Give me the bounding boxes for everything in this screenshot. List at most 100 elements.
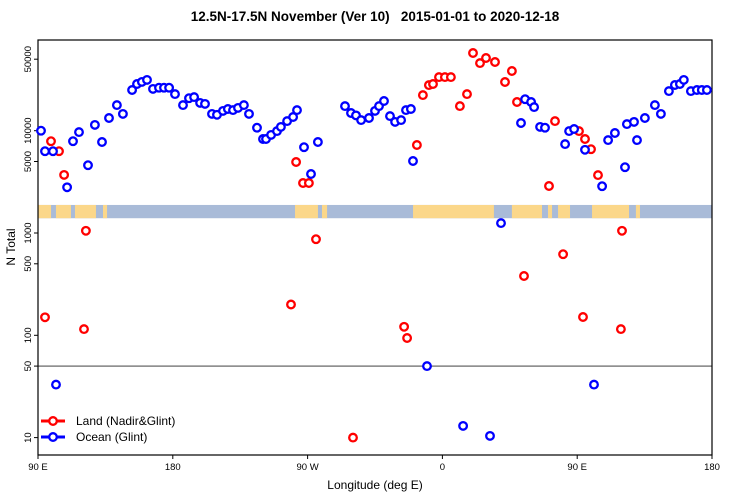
y-tick-label: 1000 — [23, 222, 34, 243]
data-point-ocean — [288, 112, 299, 122]
y-tick-label: 50000 — [23, 46, 34, 72]
data-point-ocean — [458, 420, 469, 431]
data-point-ocean — [569, 124, 580, 134]
data-point-ocean — [356, 115, 367, 126]
data-point-land — [348, 432, 358, 443]
data-point-land — [411, 140, 422, 150]
data-point-ocean — [597, 181, 608, 192]
data-point-land — [558, 249, 569, 260]
data-point-land — [291, 157, 302, 167]
y-tick-label: 500 — [23, 256, 34, 272]
map-strip-land — [55, 204, 71, 219]
data-point-ocean — [74, 127, 84, 138]
data-point-land — [462, 89, 472, 100]
plot-border — [37, 39, 713, 456]
data-point-land — [445, 72, 456, 83]
data-point-ocean — [701, 85, 712, 95]
data-point-ocean — [663, 86, 674, 97]
data-point-ocean — [422, 361, 432, 372]
data-point-land — [550, 116, 560, 127]
x-tick-label: 180 — [165, 462, 181, 473]
data-point-ocean — [111, 100, 122, 111]
y-tick-label: 50 — [23, 361, 34, 372]
data-point-land — [468, 48, 478, 58]
map-strip-land — [295, 204, 318, 219]
data-point-ocean — [48, 146, 58, 157]
map-strip-land — [511, 204, 543, 219]
data-point-ocean — [405, 104, 416, 114]
data-point-land — [46, 136, 56, 147]
data-point-land — [79, 324, 89, 335]
data-point-land — [59, 169, 70, 180]
map-strip-land — [413, 204, 494, 219]
data-point-ocean — [560, 139, 571, 150]
data-point-ocean — [178, 100, 188, 111]
data-point-ocean — [142, 74, 152, 85]
data-point-ocean — [62, 182, 73, 193]
data-point-ocean — [51, 379, 61, 390]
data-point-land — [286, 299, 296, 310]
legend-label-ocean: Ocean (Glint) — [76, 430, 147, 444]
legend-marker-ocean — [48, 432, 58, 442]
map-strip-land — [592, 204, 630, 219]
data-point-ocean — [385, 111, 395, 122]
x-axis-title: Longitude (deg E) — [327, 478, 423, 492]
data-point-land — [580, 134, 590, 144]
map-strip-land — [547, 204, 553, 219]
data-point-land — [490, 57, 500, 67]
data-point-ocean — [36, 125, 46, 136]
data-point-land — [303, 178, 314, 188]
x-tick-label: 90 E — [567, 462, 587, 473]
data-point-land — [417, 90, 428, 101]
data-point-ocean — [396, 115, 407, 126]
data-point-ocean — [609, 128, 620, 138]
data-point-ocean — [40, 146, 50, 157]
data-point-land — [311, 234, 321, 245]
x-tick-label: 180 — [704, 462, 720, 473]
data-point-ocean — [589, 379, 599, 390]
legend-marker-land — [48, 416, 58, 426]
data-point-land — [399, 321, 410, 332]
y-tick-label: 10 — [23, 432, 34, 443]
data-point-land — [544, 181, 554, 191]
data-point-ocean — [238, 100, 249, 111]
data-point-ocean — [306, 169, 316, 179]
data-point-ocean — [164, 82, 175, 93]
data-point-ocean — [639, 113, 650, 123]
data-point-land — [40, 312, 50, 323]
data-point-ocean — [485, 430, 495, 441]
data-point-land — [578, 312, 588, 322]
data-point-land — [80, 225, 91, 236]
y-tick-label: 100 — [23, 327, 34, 343]
series-ocean — [36, 74, 712, 441]
data-point-ocean — [104, 113, 114, 123]
data-point-ocean — [580, 144, 590, 155]
data-point-ocean — [83, 160, 93, 171]
data-point-ocean — [200, 98, 210, 109]
data-point-ocean — [189, 92, 200, 103]
data-point-land — [475, 58, 485, 69]
data-point-ocean — [364, 113, 374, 123]
data-point-land — [506, 66, 517, 76]
data-point-land — [500, 77, 510, 87]
data-point-ocean — [117, 108, 128, 119]
data-point-ocean — [379, 96, 389, 106]
y-tick-label: 10000 — [23, 117, 34, 143]
data-point-ocean — [275, 121, 286, 132]
x-tick-label: 90 W — [297, 462, 319, 473]
data-point-land — [593, 170, 603, 181]
data-point-land — [519, 271, 529, 281]
data-point-ocean — [496, 218, 506, 229]
data-point-ocean — [603, 135, 614, 146]
data-point-ocean — [516, 118, 526, 128]
x-tick-label: 90 E — [28, 462, 48, 473]
data-point-land — [402, 333, 413, 343]
map-strip-ocean — [38, 204, 712, 219]
legend: Land (Nadir&Glint) Ocean (Glint) — [41, 414, 175, 444]
data-point-ocean — [408, 156, 418, 166]
data-point-ocean — [127, 85, 138, 95]
data-point-ocean — [170, 89, 180, 100]
data-point-ocean — [540, 122, 550, 133]
